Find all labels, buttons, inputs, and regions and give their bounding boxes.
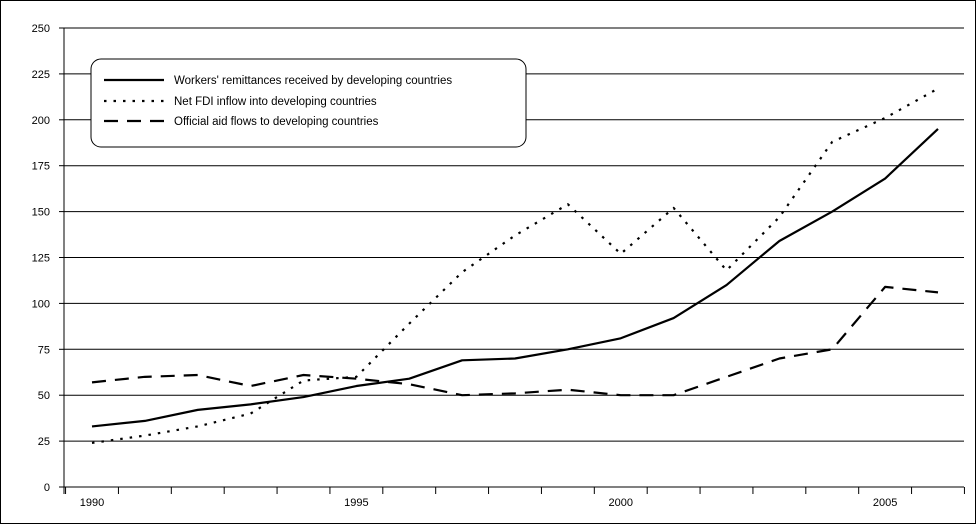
x-tick-label-2000: 2000 bbox=[609, 497, 633, 509]
y-tick-label-250: 250 bbox=[32, 23, 50, 35]
y-tick-labels: 0 25 50 75 100 125 150 175 200 225 250 bbox=[32, 23, 50, 494]
y-tick-label-0: 0 bbox=[44, 482, 50, 494]
x-tick-label-2005: 2005 bbox=[873, 497, 897, 509]
legend-box bbox=[90, 58, 527, 148]
series-line-solid bbox=[91, 128, 939, 428]
y-tick-label-125: 125 bbox=[32, 253, 50, 265]
series-line-dashed bbox=[91, 285, 939, 397]
x-tick-label-1995: 1995 bbox=[344, 497, 368, 509]
legend-label-aid: Official aid flows to developing countri… bbox=[174, 116, 379, 128]
y-tick-label-200: 200 bbox=[32, 115, 50, 127]
y-tick-label-75: 75 bbox=[38, 344, 50, 356]
y-tick-label-150: 150 bbox=[32, 207, 50, 219]
y-tick-label-225: 225 bbox=[32, 69, 50, 81]
axes bbox=[59, 27, 965, 494]
y-tick-label-50: 50 bbox=[38, 390, 50, 402]
legend: Workers' remittances received by develop… bbox=[90, 58, 527, 148]
legend-label-remittances: Workers' remittances received by develop… bbox=[174, 75, 452, 87]
x-tick-label-1990: 1990 bbox=[80, 497, 104, 509]
y-tick-label-175: 175 bbox=[32, 161, 50, 173]
x-tick-labels: 1990 1995 2000 2005 bbox=[80, 497, 898, 509]
y-tick-label-25: 25 bbox=[38, 436, 50, 448]
series-lines bbox=[91, 87, 939, 445]
legend-label-fdi: Net FDI inflow into developing countries bbox=[174, 96, 377, 108]
y-tick-label-100: 100 bbox=[32, 298, 50, 310]
series-line-dotted bbox=[91, 87, 939, 445]
